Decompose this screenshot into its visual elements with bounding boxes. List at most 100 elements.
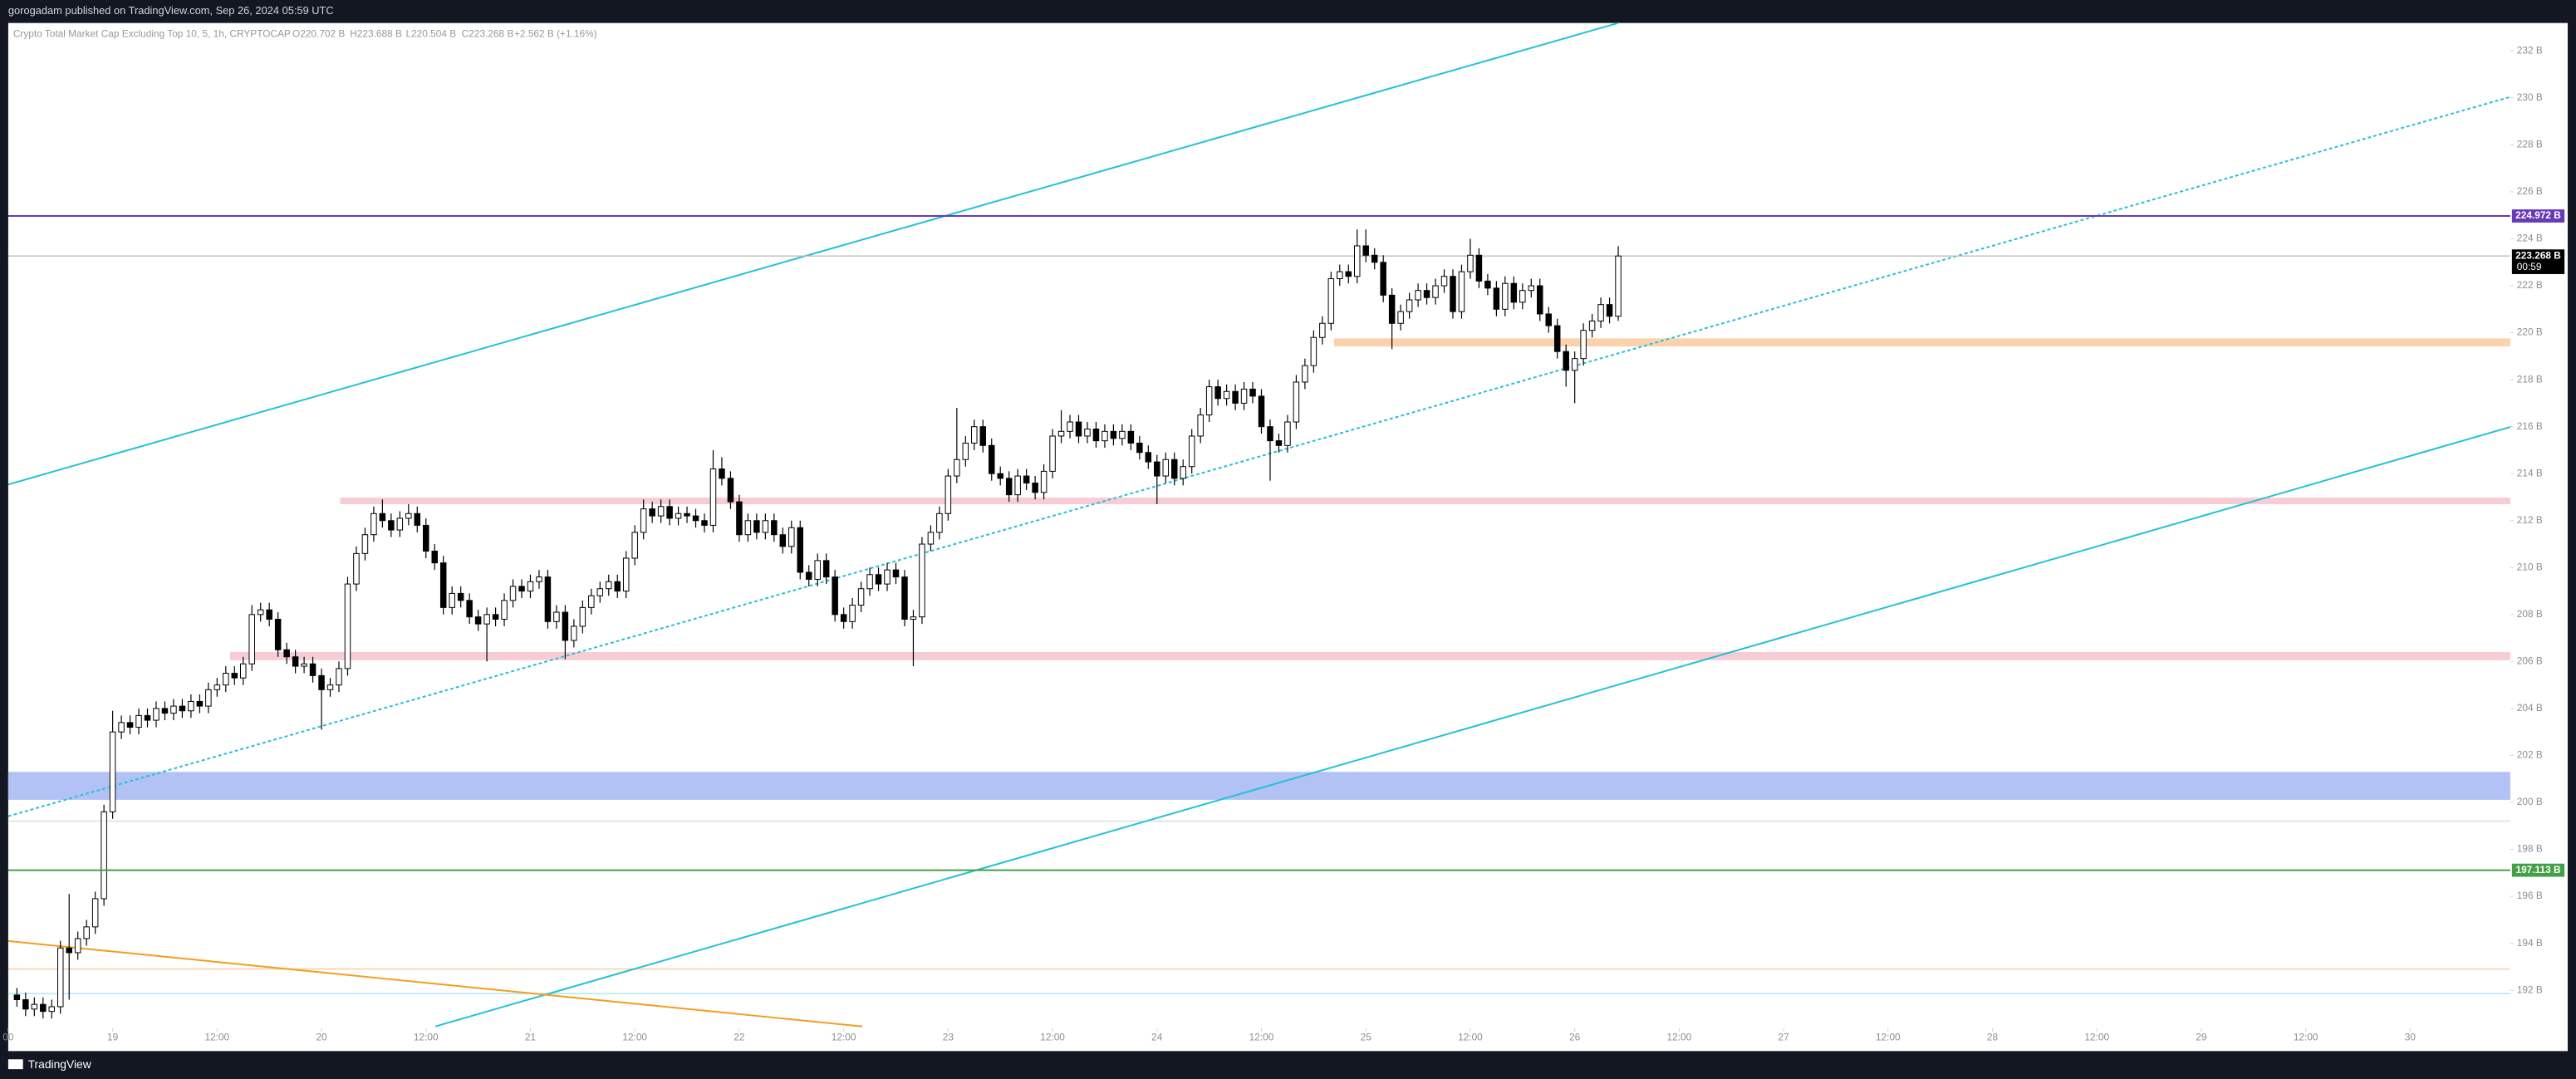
y-tick-label: 208 B — [2517, 608, 2543, 620]
candle-body — [283, 649, 290, 658]
candle-body — [344, 583, 351, 669]
candle-body — [779, 534, 787, 547]
candle-body — [945, 475, 952, 514]
candle-body — [118, 722, 125, 733]
price-label: 197.113 B — [2515, 864, 2561, 875]
candle-body — [501, 600, 508, 620]
candle-body — [1319, 322, 1326, 338]
candle-body — [1397, 311, 1404, 324]
candle-body — [439, 562, 447, 608]
candle-body — [1084, 429, 1091, 437]
candle-body — [1440, 276, 1448, 287]
price-label-box — [2511, 209, 2565, 223]
candle-body — [492, 614, 499, 620]
x-tick-label: 12:00 — [1249, 1032, 1274, 1043]
candle-body — [562, 611, 569, 641]
candle-body — [1092, 429, 1100, 442]
y-tick-label: 220 B — [2517, 326, 2543, 338]
candle-body — [997, 473, 1003, 479]
candle-body — [701, 520, 708, 526]
drawings — [7, 22, 2511, 1028]
candle-body — [188, 700, 194, 712]
candle-body — [1588, 320, 1596, 331]
candle-body — [1450, 276, 1456, 312]
ohlc-open: O220.702 B — [292, 28, 345, 40]
candle-body — [936, 513, 943, 533]
x-tick-label: 19 — [107, 1032, 119, 1043]
y-tick-label: 230 B — [2517, 91, 2543, 103]
candle-body — [213, 684, 221, 690]
x-tick-label: 12:00 — [2294, 1032, 2318, 1043]
candle-body — [83, 926, 90, 939]
candle-body — [1110, 430, 1117, 439]
candle-body — [1249, 388, 1256, 397]
candle-body — [1432, 285, 1439, 298]
candle-body — [144, 714, 151, 721]
candle-body — [1127, 430, 1135, 444]
candle-body — [309, 663, 316, 676]
candle-body — [101, 811, 107, 900]
chart-pane — [7, 22, 2569, 1052]
zone — [1333, 338, 2510, 347]
candle-body — [771, 520, 778, 536]
candle-body — [153, 708, 159, 721]
y-tick-label: 224 B — [2517, 233, 2543, 244]
candle-body — [353, 552, 360, 585]
x-tick-label: 20 — [316, 1032, 327, 1043]
candle-body — [1580, 330, 1587, 360]
candle-body — [692, 515, 699, 522]
candle-body — [466, 600, 473, 618]
y-tick-label: 212 B — [2517, 514, 2543, 526]
x-tick-label: 30 — [2405, 1032, 2417, 1043]
y-tick-label: 216 B — [2517, 420, 2543, 432]
candle-body — [1214, 386, 1221, 400]
candle-body — [927, 532, 935, 545]
candle-body — [1415, 290, 1421, 301]
candle-body — [1136, 442, 1143, 454]
candle-body — [205, 689, 212, 707]
candle-body — [126, 722, 134, 728]
candle-body — [266, 609, 272, 620]
candle-body — [744, 520, 752, 536]
candle-body — [736, 501, 743, 536]
logo-mark — [7, 1059, 23, 1070]
candle-body — [1032, 483, 1038, 493]
candle-body — [396, 517, 404, 531]
x-tick-label: 22 — [734, 1032, 744, 1043]
x-tick-label: 12:00 — [204, 1032, 229, 1043]
candle-body — [1075, 421, 1082, 437]
candle-body — [1406, 299, 1413, 312]
candle-body — [640, 508, 647, 533]
candle-body — [1014, 475, 1021, 496]
candle-body — [1171, 459, 1178, 479]
candle-body — [614, 581, 621, 592]
ohlc-high: H223.688 B — [350, 28, 402, 40]
last-price-box — [2511, 249, 2565, 274]
candle-body — [954, 459, 960, 477]
candle-body — [884, 569, 891, 585]
trend-line — [434, 426, 2511, 1028]
candle-body — [1371, 254, 1378, 263]
candle-body — [1293, 381, 1300, 423]
candle-body — [370, 513, 377, 536]
x-tick-label: 12:00 — [1667, 1032, 1692, 1043]
candle-body — [170, 705, 177, 714]
candle-body — [388, 520, 395, 531]
candle-body — [553, 611, 560, 622]
ohlc-change: +2.562 B (+1.16%) — [514, 28, 597, 40]
candle-body — [753, 520, 760, 533]
candle-body — [1571, 358, 1578, 371]
candle-body — [571, 625, 577, 641]
candle-body — [1475, 254, 1483, 282]
candle-body — [1232, 390, 1239, 404]
candle-body — [1180, 466, 1186, 479]
x-tick-label: 21 — [525, 1032, 537, 1043]
candle-body — [1205, 386, 1213, 416]
candle-body — [223, 673, 229, 686]
x-tick-label: 00 — [2, 1032, 14, 1043]
candle-body — [919, 543, 925, 618]
x-tick-label: 12:00 — [1040, 1032, 1065, 1043]
candle-body — [1380, 262, 1386, 296]
zone — [7, 772, 2510, 800]
